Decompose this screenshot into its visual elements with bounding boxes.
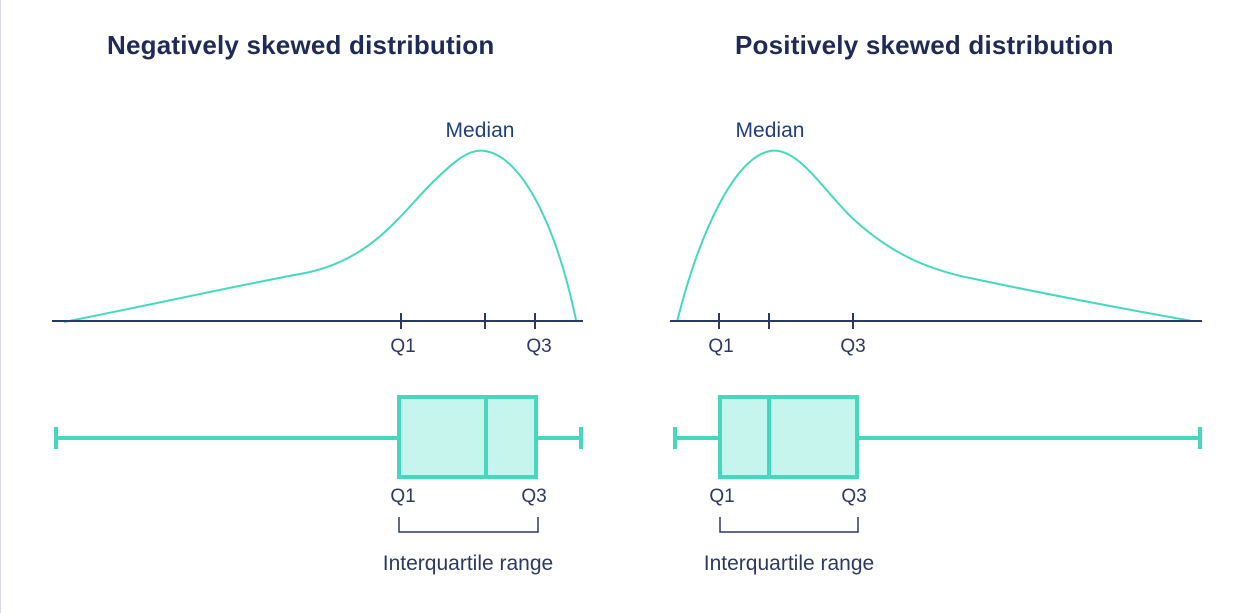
negative-iqr-box [397,395,538,479]
negative-axis-label-q3: Q3 [526,336,551,357]
positive-axis-label-q3: Q3 [840,336,865,357]
negative-skew-panel: Median Q1 Q3 Q1 Q3 Interquartile range [52,119,583,575]
positive-iqr-label: Interquartile range [704,552,874,575]
positive-skew-panel: Median Q1 Q3 Q1 Q3 Interquartile range [670,119,1202,575]
positive-median-label: Median [736,119,805,142]
positive-box-label-q3: Q3 [841,486,866,507]
negative-box-label-q3: Q3 [521,486,546,507]
negative-skew-title: Negatively skewed distribution [107,30,495,60]
negative-iqr-bracket [398,517,539,533]
positive-iqr-bracket [719,517,859,533]
positive-axis-label-q1: Q1 [708,336,733,357]
positive-skew-title: Positively skewed distribution [735,30,1114,60]
negative-iqr-label: Interquartile range [383,552,553,575]
positive-skew-curve [676,149,1193,323]
negative-box-label-q1: Q1 [390,486,415,507]
frame-border [0,0,1,613]
negative-median-label: Median [446,119,515,142]
positive-iqr-box [718,395,859,479]
negative-skew-curve [63,149,577,323]
negative-axis-label-q1: Q1 [390,336,415,357]
positive-box-label-q1: Q1 [709,486,734,507]
